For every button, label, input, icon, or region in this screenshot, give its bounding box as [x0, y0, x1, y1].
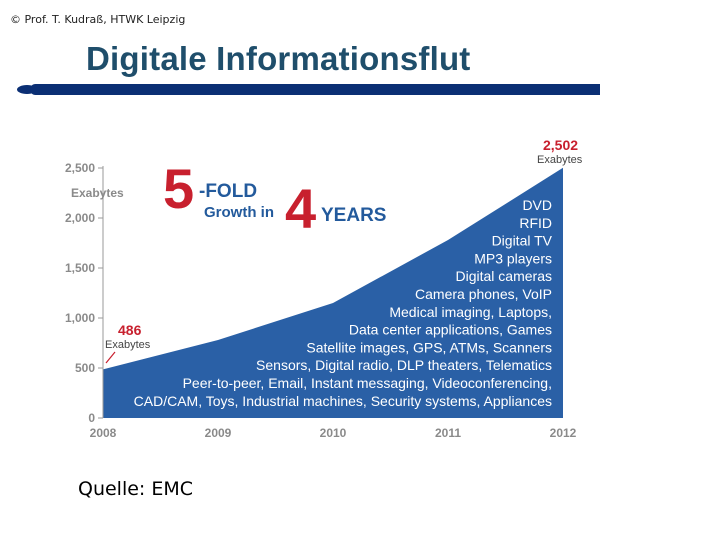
- end-value-label: 2,502: [543, 137, 578, 153]
- start-pointer: [105, 351, 116, 364]
- slide-title: Digitale Informationsflut: [86, 40, 471, 77]
- area-annotation: CAD/CAM, Toys, Industrial machines, Secu…: [134, 393, 552, 409]
- y-tick-label: 2,000: [65, 211, 95, 225]
- headline-growth-in: Growth in: [204, 204, 274, 221]
- copyright-notice: © Prof. T. Kudraß, HTWK Leipzig: [10, 13, 186, 26]
- x-tick-label: 2008: [90, 426, 117, 440]
- y-tick-label: 0: [88, 411, 95, 425]
- headline-years: YEARS: [321, 205, 386, 226]
- headline-number-4: 4: [285, 177, 316, 240]
- end-unit-label: Exabytes: [537, 154, 583, 166]
- title-rule-tip: [17, 85, 37, 94]
- start-value-label: 486: [118, 322, 142, 338]
- x-tick-label: 2009: [205, 426, 232, 440]
- area-annotation: MP3 players: [474, 250, 552, 266]
- y-tick-label: 500: [75, 361, 95, 375]
- growth-chart: 0 500 1,000 1,500 2,000 2,500 Exabytes 2008 2009…: [65, 137, 583, 440]
- area-annotation: Satellite images, GPS, ATMs, Scanners: [306, 339, 552, 355]
- y-tick-label: 2,500: [65, 161, 95, 175]
- headline-fold: -FOLD: [199, 181, 257, 202]
- area-annotation: RFID: [519, 215, 552, 231]
- headline-number-5: 5: [163, 157, 194, 220]
- x-tick-label: 2012: [550, 426, 577, 440]
- area-annotation: Medical imaging, Laptops,: [389, 304, 552, 320]
- source-citation: Quelle: EMC: [78, 478, 194, 500]
- area-annotation: Camera phones, VoIP: [415, 286, 552, 302]
- area-annotation: Digital cameras: [456, 268, 552, 284]
- area-annotation: Digital TV: [492, 233, 553, 249]
- area-annotation: Sensors, Digital radio, DLP theaters, Te…: [256, 357, 552, 373]
- area-annotation: Data center applications, Games: [349, 322, 552, 338]
- area-annotation: Peer-to-peer, Email, Instant messaging, …: [183, 375, 552, 391]
- area-annotation: DVD: [522, 197, 552, 213]
- start-unit-label: Exabytes: [105, 339, 151, 351]
- y-tick-label: 1,500: [65, 261, 95, 275]
- x-tick-label: 2011: [435, 426, 461, 440]
- y-axis-label: Exabytes: [71, 186, 124, 200]
- x-tick-label: 2010: [320, 426, 347, 440]
- title-rule: [30, 84, 600, 95]
- data-area: [103, 167, 563, 418]
- y-tick-label: 1,000: [65, 311, 95, 325]
